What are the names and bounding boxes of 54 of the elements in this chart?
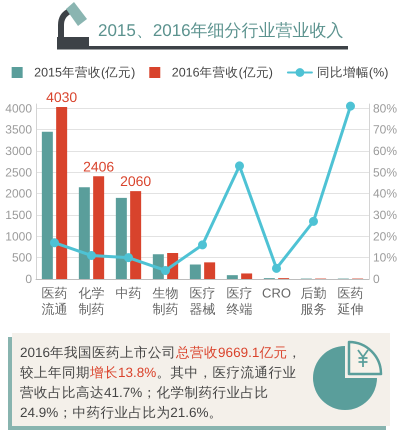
y-tick-label: 2500 bbox=[5, 165, 32, 180]
point bbox=[124, 253, 133, 262]
x-tick-label: CRO bbox=[262, 286, 291, 300]
y2-tick-label: 60% bbox=[372, 144, 398, 158]
y2-tick-label: 30% bbox=[372, 208, 398, 222]
point bbox=[308, 216, 318, 226]
note-card: 2016年我国医药上市公司总营收9669.1亿元，较上年同期增长13.8%。其中，医疗流通行业营收占比高达41.7%；化学制药行业占比24.9%；中药行业占比为21.6%。 bbox=[12, 333, 390, 426]
bar bbox=[56, 106, 68, 279]
bar bbox=[226, 275, 238, 279]
bar bbox=[116, 198, 127, 279]
point bbox=[235, 161, 244, 170]
point bbox=[50, 238, 59, 248]
bar bbox=[204, 262, 216, 279]
legend-label: 2015年营收(亿元) bbox=[34, 66, 136, 80]
y-tick-label: 3000 bbox=[5, 144, 32, 158]
legend-label: 2016年营收(亿元) bbox=[172, 66, 273, 80]
bar bbox=[93, 176, 104, 279]
data-label: 2406 bbox=[83, 158, 114, 174]
legend-label: 同比增幅(%) bbox=[316, 66, 388, 80]
y2-tick-label: 40% bbox=[372, 186, 398, 201]
y-tick-label: 0 bbox=[25, 272, 32, 286]
x-tick-label: 医药延伸 bbox=[336, 286, 364, 316]
x-tick-label: 后勤服务 bbox=[300, 286, 326, 316]
data-label: 4030 bbox=[46, 88, 78, 105]
bar bbox=[78, 187, 90, 279]
bar bbox=[241, 273, 252, 279]
y-tick-label: 3500 bbox=[5, 122, 32, 137]
y2-tick-label: 10% bbox=[372, 250, 398, 265]
point bbox=[272, 264, 281, 273]
x-tick-label: 医疗终端 bbox=[226, 286, 252, 316]
point bbox=[87, 251, 96, 260]
bar bbox=[42, 132, 53, 279]
y2-tick-label: 70% bbox=[372, 122, 398, 137]
x-tick-label: 化学制药 bbox=[78, 286, 104, 316]
y2-tick-label: 20% bbox=[372, 229, 398, 244]
y2-tick-label: 50% bbox=[372, 165, 398, 180]
x-tick-label: 医疗器械 bbox=[189, 286, 216, 316]
y-tick-label: 1000 bbox=[5, 229, 32, 244]
x-tick-label: 生物制药 bbox=[152, 286, 178, 316]
bar bbox=[190, 264, 201, 279]
point bbox=[161, 266, 170, 275]
point bbox=[346, 102, 355, 111]
chart-title: 2015、2016年细分行业营业收入 bbox=[98, 20, 344, 42]
y-tick-label: 1500 bbox=[5, 208, 32, 222]
y-tick-label: 2000 bbox=[5, 186, 32, 201]
y-tick-label: 500 bbox=[12, 250, 32, 265]
y2-tick-label: 0 bbox=[372, 272, 380, 286]
data-label: 2060 bbox=[120, 173, 152, 190]
bar bbox=[130, 191, 142, 279]
y2-tick-label: 80% bbox=[372, 101, 398, 116]
point bbox=[198, 240, 207, 250]
y-tick-label: 4000 bbox=[5, 101, 32, 116]
x-tick-label: 医药流通 bbox=[42, 286, 68, 316]
x-tick-label: 中药 bbox=[115, 286, 142, 300]
